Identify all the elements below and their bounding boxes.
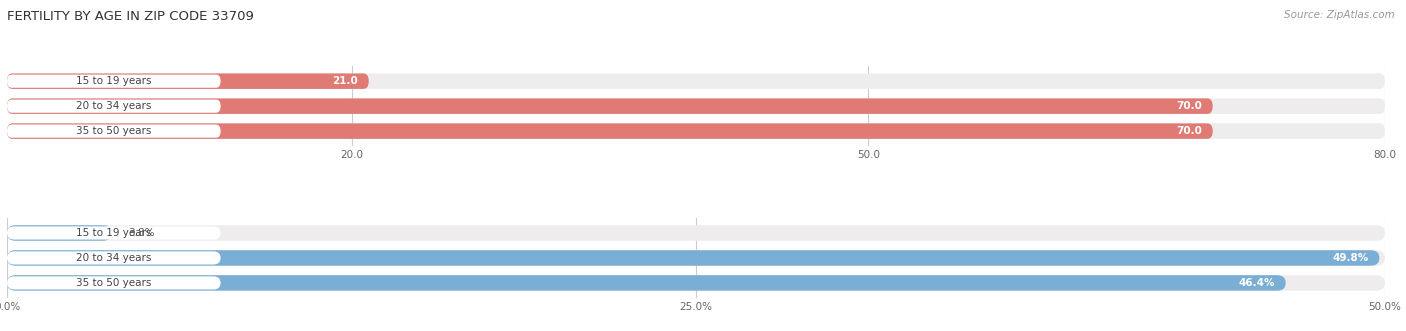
Text: 20 to 34 years: 20 to 34 years xyxy=(76,253,152,263)
Text: 70.0: 70.0 xyxy=(1175,126,1202,136)
Text: 3.8%: 3.8% xyxy=(128,228,155,238)
FancyBboxPatch shape xyxy=(7,275,1285,291)
FancyBboxPatch shape xyxy=(7,251,221,264)
Text: 15 to 19 years: 15 to 19 years xyxy=(76,76,152,86)
Text: 46.4%: 46.4% xyxy=(1239,278,1275,288)
Text: 35 to 50 years: 35 to 50 years xyxy=(76,126,152,136)
FancyBboxPatch shape xyxy=(7,100,221,113)
Text: Source: ZipAtlas.com: Source: ZipAtlas.com xyxy=(1284,10,1395,20)
FancyBboxPatch shape xyxy=(7,275,1385,291)
FancyBboxPatch shape xyxy=(7,250,1379,266)
Text: 35 to 50 years: 35 to 50 years xyxy=(76,278,152,288)
Text: 21.0: 21.0 xyxy=(332,76,357,86)
FancyBboxPatch shape xyxy=(7,98,1212,114)
Text: 20 to 34 years: 20 to 34 years xyxy=(76,101,152,111)
FancyBboxPatch shape xyxy=(7,123,1385,139)
FancyBboxPatch shape xyxy=(7,73,368,89)
FancyBboxPatch shape xyxy=(7,123,1212,139)
FancyBboxPatch shape xyxy=(7,74,221,88)
FancyBboxPatch shape xyxy=(7,73,1385,89)
FancyBboxPatch shape xyxy=(7,276,221,290)
FancyBboxPatch shape xyxy=(7,124,221,138)
Text: 15 to 19 years: 15 to 19 years xyxy=(76,228,152,238)
FancyBboxPatch shape xyxy=(7,226,221,240)
Text: 70.0: 70.0 xyxy=(1175,101,1202,111)
FancyBboxPatch shape xyxy=(7,250,1385,266)
FancyBboxPatch shape xyxy=(7,225,1385,241)
FancyBboxPatch shape xyxy=(7,98,1385,114)
Text: 49.8%: 49.8% xyxy=(1331,253,1368,263)
FancyBboxPatch shape xyxy=(7,225,111,241)
Text: FERTILITY BY AGE IN ZIP CODE 33709: FERTILITY BY AGE IN ZIP CODE 33709 xyxy=(7,10,254,23)
